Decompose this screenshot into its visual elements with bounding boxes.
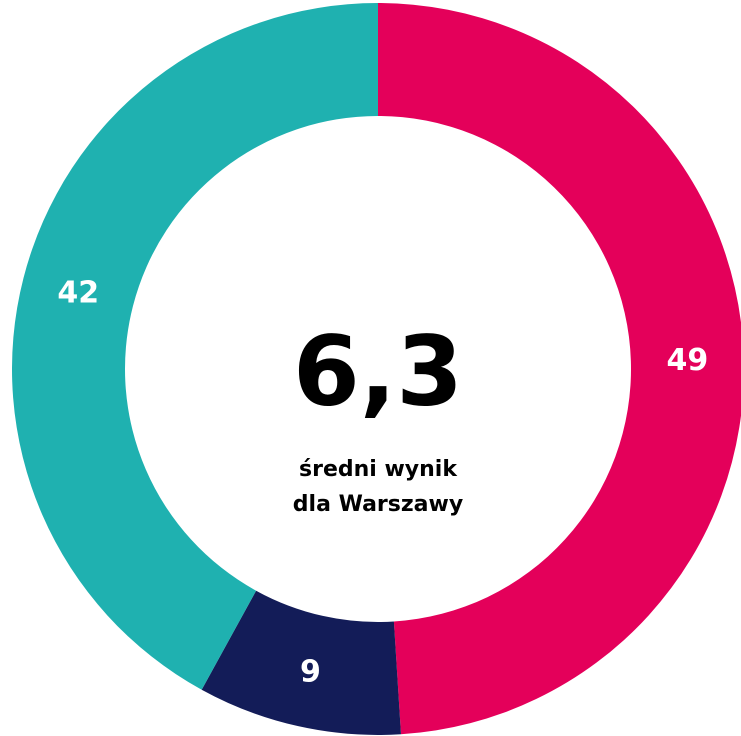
donut-segment — [201, 590, 401, 735]
center-text: dla Warszawy — [293, 492, 463, 517]
center-text: średni wynik — [299, 457, 458, 482]
data-label: 42 — [57, 276, 99, 311]
data-label: 49 — [666, 343, 708, 378]
data-label: 9 — [300, 655, 321, 690]
donut-segment — [378, 3, 741, 735]
donut-segment — [11, 3, 378, 690]
center-value: 6,3 — [293, 315, 463, 427]
